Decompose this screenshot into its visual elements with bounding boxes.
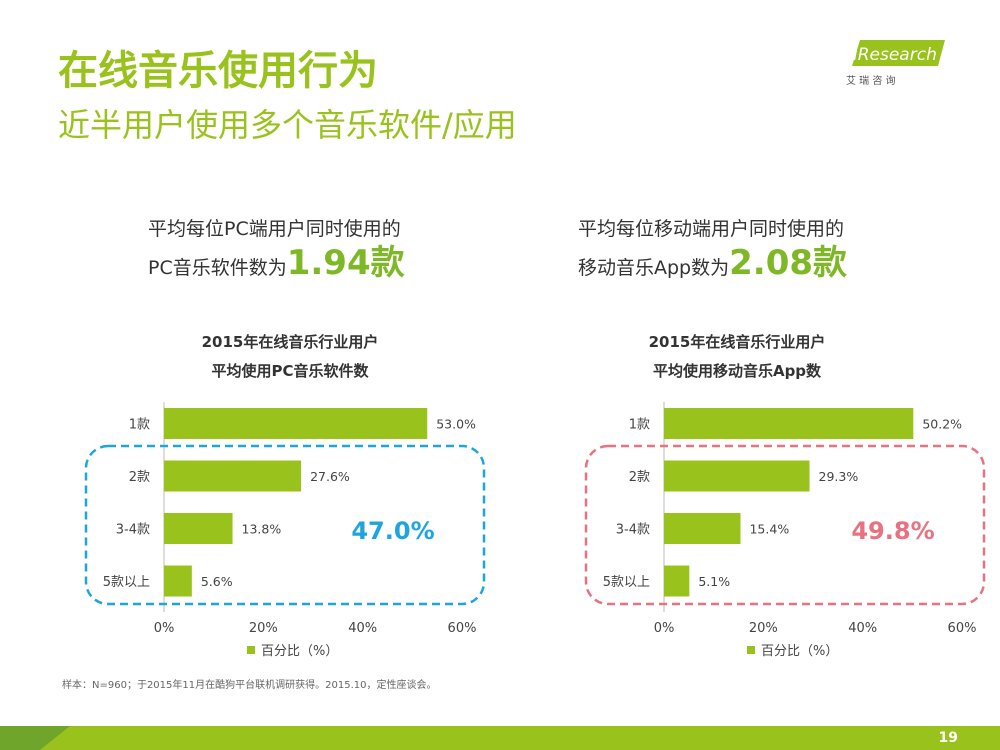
pc-bar: [164, 460, 302, 492]
pc-stat-line1: 平均每位PC端用户同时使用的: [148, 218, 401, 240]
pc-category-label: 1款: [129, 418, 150, 433]
pc-legend-label: 百分比（%）: [261, 644, 338, 659]
pc-category-label: 2款: [129, 470, 150, 485]
mobile-bar: [664, 565, 690, 597]
pc-x-tick-label: 40%: [348, 621, 377, 636]
mobile-value-label: 50.2%: [922, 417, 962, 432]
pc-chart-title-line2: 平均使用PC音乐软件数: [211, 362, 369, 380]
mobile-bar: [664, 460, 810, 492]
pc-bar: [164, 513, 233, 544]
mobile-value-label: 15.4%: [749, 522, 789, 537]
footnote: 样本：N=960；于2015年11月在酷狗平台联机调研获得。2015.10，定性…: [62, 680, 437, 691]
mobile-x-tick-label: 0%: [654, 621, 675, 636]
mobile-chart-title-line2: 平均使用移动音乐App数: [652, 362, 822, 380]
mobile-bar: [664, 513, 741, 544]
logo-chinese-text: 艾 瑞 咨 询: [846, 74, 896, 87]
page-subtitle: 近半用户使用多个音乐软件/应用: [58, 106, 517, 144]
mobile-chart-title-line1: 2015年在线音乐行业用户: [648, 333, 826, 351]
mobile-stat-block: 平均每位移动端用户同时使用的 移动音乐App数为2.08款: [578, 212, 847, 285]
mobile-category-label: 5款以上: [603, 575, 650, 590]
mobile-stat-line2: 移动音乐App数为: [578, 257, 730, 279]
bottom-bar: [0, 726, 1000, 750]
pc-value-label: 53.0%: [436, 417, 476, 432]
pc-stat-value: 1.94款: [286, 243, 405, 283]
pc-highlight-box: [84, 444, 486, 606]
pc-value-label: 13.8%: [242, 522, 282, 537]
pc-legend-swatch: [247, 646, 255, 654]
pc-highlight-value: 47.0%: [351, 517, 434, 545]
pc-chart-title: 2015年在线音乐行业用户 平均使用PC音乐软件数: [150, 328, 430, 386]
mobile-stat-value: 2.08款: [729, 243, 848, 283]
mobile-highlight-box: [584, 444, 986, 606]
mobile-x-tick-label: 40%: [848, 621, 877, 636]
mobile-highlight-value: 49.8%: [851, 517, 934, 545]
pc-chart-title-line1: 2015年在线音乐行业用户: [201, 333, 379, 351]
pc-stat-line2: PC音乐软件数为: [148, 257, 287, 279]
pc-x-tick-label: 60%: [448, 621, 477, 636]
mobile-legend-label: 百分比（%）: [761, 644, 838, 659]
pc-bar-chart: 1款 53.0% 2款 27.6% 3-4款 13.8% 5款以上 5.6% 0% 20% 40% 6…: [84, 402, 486, 659]
pc-bar: [164, 565, 192, 597]
mobile-bar-chart: 1款 50.2% 2款 29.3% 3-4款 15.4% 5款以上 5.1% 0% 20% 40% 6…: [584, 402, 986, 659]
mobile-legend-swatch: [747, 646, 755, 654]
pc-category-label: 3-4款: [116, 523, 150, 538]
mobile-x-tick-label: 60%: [948, 621, 977, 636]
page-title: 在线音乐使用行为: [58, 48, 378, 94]
mobile-category-label: 1款: [629, 418, 650, 433]
pc-bar: [164, 408, 428, 439]
mobile-value-label: 29.3%: [819, 469, 859, 484]
mobile-value-label: 5.1%: [698, 574, 730, 589]
logo-brand-text: iResearch: [853, 45, 937, 65]
mobile-bar: [664, 408, 914, 439]
pc-category-label: 5款以上: [103, 575, 150, 590]
mobile-stat-line1: 平均每位移动端用户同时使用的: [578, 218, 845, 240]
mobile-chart-title: 2015年在线音乐行业用户 平均使用移动音乐App数: [597, 328, 877, 386]
pc-x-tick-label: 0%: [154, 621, 175, 636]
pc-value-label: 27.6%: [310, 469, 350, 484]
page-number: 19: [938, 730, 958, 746]
mobile-category-label: 3-4款: [616, 523, 650, 538]
pc-value-label: 5.6%: [201, 574, 233, 589]
pc-x-tick-label: 20%: [249, 621, 278, 636]
pc-stat-block: 平均每位PC端用户同时使用的 PC音乐软件数为1.94款: [148, 212, 405, 285]
mobile-category-label: 2款: [629, 470, 650, 485]
iresearch-logo: iResearch 艾 瑞 咨 询: [846, 40, 945, 87]
mobile-x-tick-label: 20%: [749, 621, 778, 636]
